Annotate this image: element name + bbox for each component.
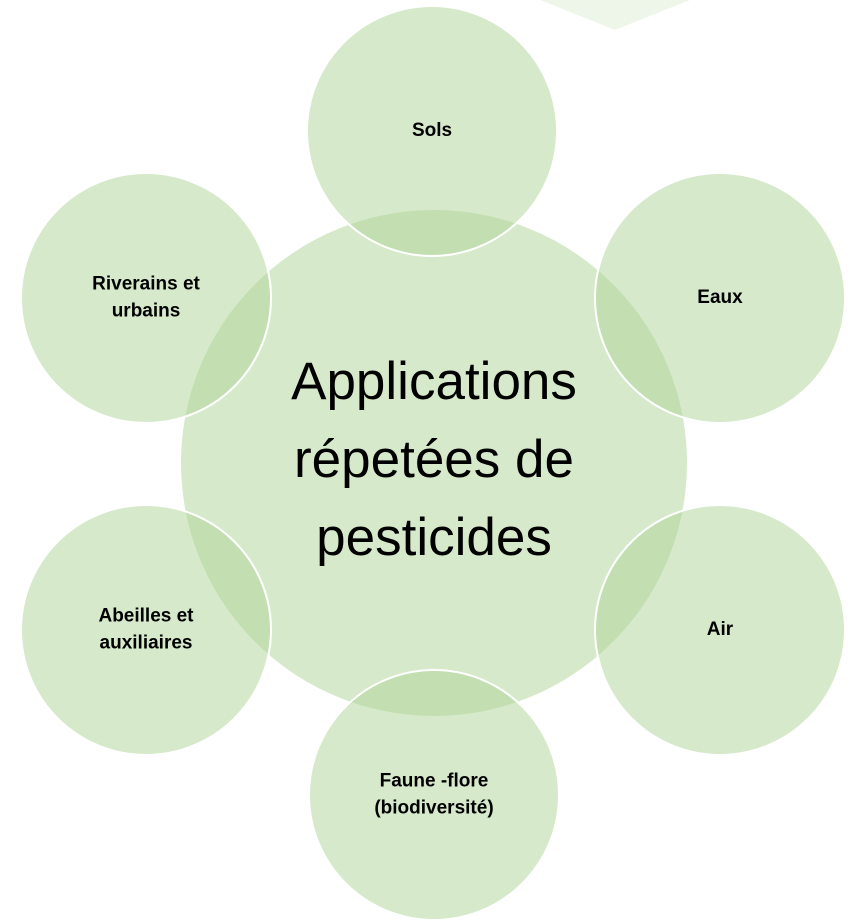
- decoration: [540, 0, 690, 30]
- node-label: Riverains et: [92, 274, 200, 295]
- node-label: Abeilles et: [98, 606, 194, 627]
- center-label: pesticides: [316, 508, 552, 567]
- node-label: Sols: [412, 120, 452, 141]
- node-circle: [306, 5, 558, 257]
- node-label: urbains: [112, 301, 181, 322]
- node-circle: [20, 504, 272, 756]
- center-label: Applications: [291, 352, 577, 411]
- node-circle: [594, 172, 846, 424]
- node-circle: [20, 172, 272, 424]
- node-label: Faune -flore: [380, 771, 489, 792]
- node-circle: [308, 669, 560, 920]
- node-label: auxiliaires: [100, 633, 193, 654]
- circles: [20, 5, 846, 920]
- node-label: Eaux: [697, 287, 743, 308]
- node-label: (biodiversité): [374, 798, 493, 819]
- labels: Sols Eaux Air Faune -flore (biodiversité) Abe…: [92, 120, 743, 819]
- node-label: Air: [707, 619, 734, 640]
- center-label: répetées de: [294, 430, 574, 489]
- node-circle: [594, 504, 846, 756]
